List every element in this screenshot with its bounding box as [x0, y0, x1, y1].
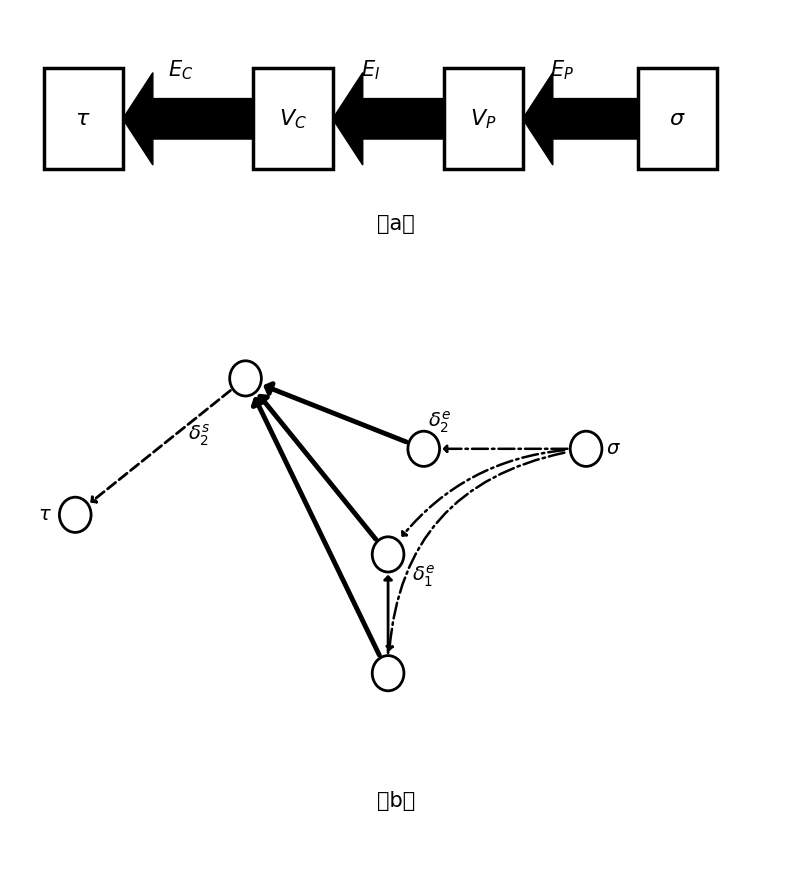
- Text: （b）: （b）: [377, 791, 415, 810]
- Text: $\boldsymbol{E_C}$: $\boldsymbol{E_C}$: [168, 59, 193, 82]
- Text: （a）: （a）: [377, 215, 415, 234]
- Text: $\sigma$: $\sigma$: [668, 109, 686, 128]
- Text: $\boldsymbol{E_P}$: $\boldsymbol{E_P}$: [550, 59, 574, 82]
- Text: $V_P$: $V_P$: [470, 107, 497, 130]
- FancyBboxPatch shape: [638, 69, 717, 169]
- Text: $V_C$: $V_C$: [279, 107, 307, 130]
- Polygon shape: [333, 72, 444, 165]
- FancyBboxPatch shape: [444, 69, 523, 169]
- Text: $\delta_2^s$: $\delta_2^s$: [188, 423, 210, 448]
- Text: $\tau$: $\tau$: [75, 109, 91, 128]
- Polygon shape: [123, 72, 253, 165]
- Polygon shape: [523, 72, 638, 165]
- Text: $\delta_1^e$: $\delta_1^e$: [412, 564, 435, 589]
- FancyBboxPatch shape: [44, 69, 123, 169]
- Text: $\boldsymbol{E_I}$: $\boldsymbol{E_I}$: [361, 59, 380, 82]
- Text: $\tau$: $\tau$: [38, 505, 51, 524]
- Text: $\sigma$: $\sigma$: [606, 439, 621, 458]
- Text: $\delta_2^e$: $\delta_2^e$: [428, 410, 451, 435]
- FancyBboxPatch shape: [253, 69, 333, 169]
